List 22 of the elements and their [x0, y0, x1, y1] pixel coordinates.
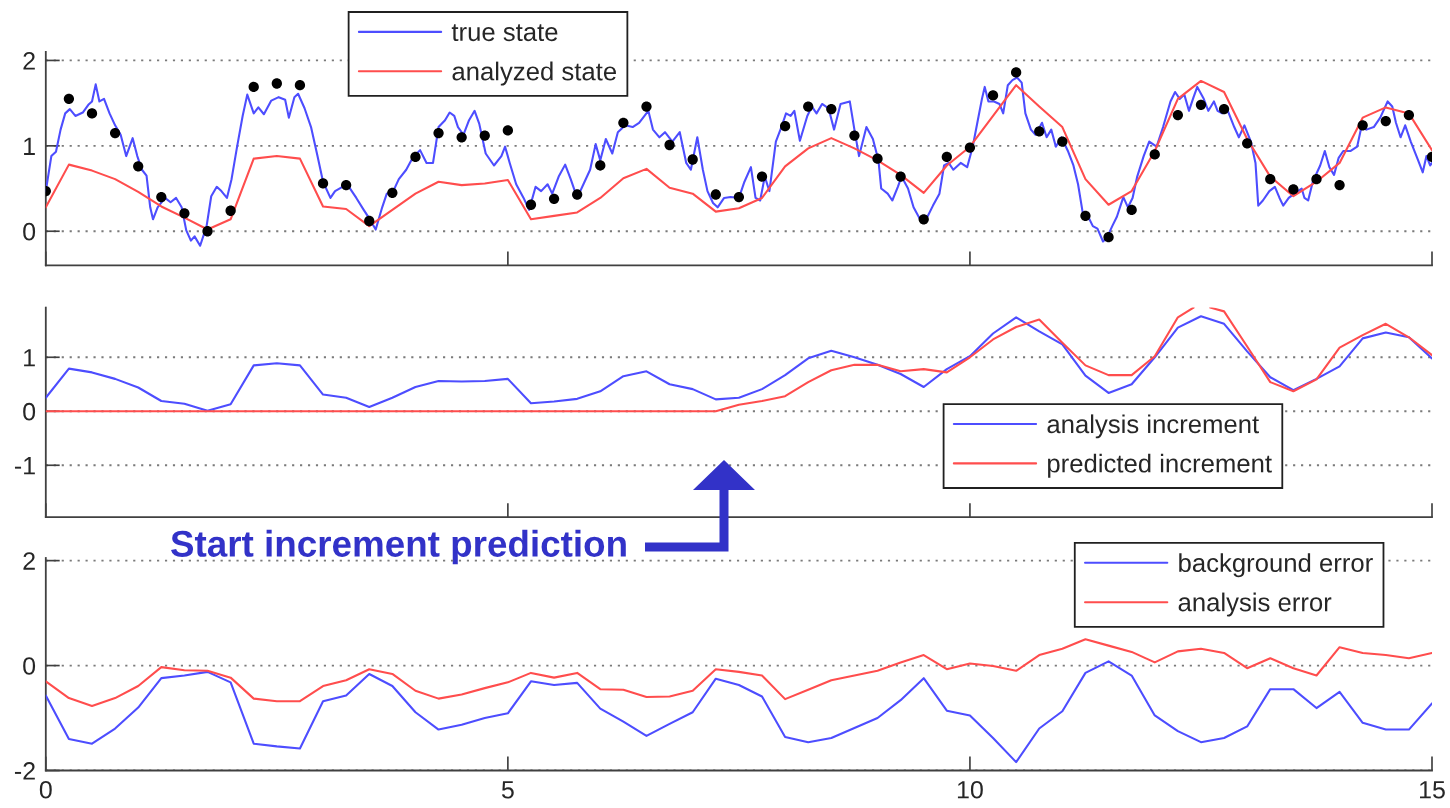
y-tick-label: 1 — [24, 137, 35, 155]
x-tick-label: 5 — [501, 781, 514, 799]
x-tick-label: 0 — [39, 780, 52, 799]
legend-label: predicted increment — [1048, 453, 1272, 478]
x-tick-label: 10 — [957, 780, 983, 799]
y-tick-label: 2 — [23, 52, 35, 70]
y-tick-label: 0 — [23, 402, 36, 421]
legend-label: analysis error — [1178, 592, 1332, 617]
legend-label: background error — [1179, 553, 1373, 578]
legend-label: analysis increment — [1047, 414, 1259, 439]
y-tick-label: -2 — [14, 762, 35, 780]
y-tick-label: 0 — [23, 222, 36, 241]
legend-label: true state — [451, 24, 558, 42]
line-series — [45, 638, 1432, 707]
y-tick-label: 2 — [23, 552, 35, 570]
y-tick-label: 1 — [24, 349, 35, 367]
line-series — [45, 660, 1432, 764]
y-tick-label: -1 — [14, 457, 35, 475]
annotation: Start increment prediction — [171, 529, 626, 565]
x-tick-label: 15 — [1420, 781, 1445, 799]
legend-label: analyzed state — [452, 61, 616, 86]
y-tick-label: 0 — [23, 657, 36, 675]
